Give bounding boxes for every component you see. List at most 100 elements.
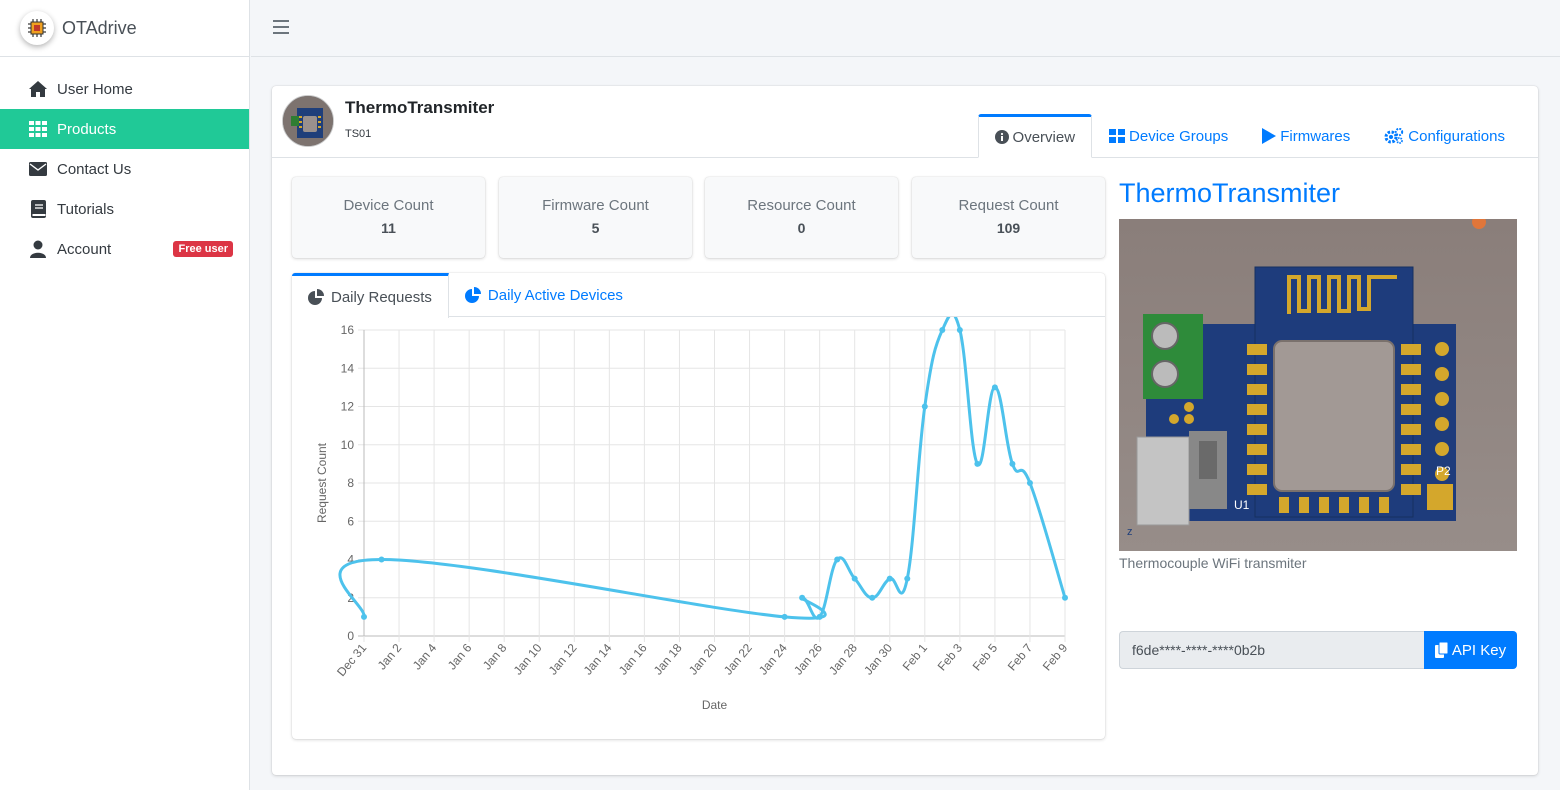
x-tick-label: Feb 9 [1040,641,1071,674]
tab-firmwares[interactable]: Firmwares [1245,114,1367,158]
api-key-button-label: API Key [1451,641,1507,659]
y-tick-label: 16 [341,323,355,337]
x-tick-label: Jan 4 [410,641,440,673]
cogs-icon [1384,128,1404,144]
product-tabs: Overview Device Groups Firmwares Configu… [977,114,1522,158]
data-point [781,613,788,620]
grid-icon [1109,129,1126,143]
sidebar-item-label: Account [57,240,112,258]
play-icon [1262,128,1277,144]
y-tick-label: 12 [341,400,355,414]
api-key-group: API Key [1119,631,1517,669]
sidebar-item-products[interactable]: Products [0,109,249,149]
product-title: ThermoTransmiter [345,98,495,117]
tab-daily-requests[interactable]: Daily Requests [292,273,449,318]
data-point [851,575,858,582]
tab-label: Firmwares [1280,127,1351,145]
pie-chart-icon [464,287,481,303]
sidebar-item-account[interactable]: Account Free user [0,229,249,269]
x-tick-label: Jan 8 [480,641,510,673]
sidebar-item-label: User Home [57,80,133,98]
data-point [939,327,946,333]
x-tick-label: Jan 6 [445,641,475,673]
x-tick-label: Feb 3 [935,641,966,674]
data-point [904,575,911,582]
x-tick-label: Feb 1 [900,641,931,674]
sidebar-item-contact-us[interactable]: Contact Us [0,149,249,189]
x-tick-label: Jan 12 [546,641,580,678]
x-tick-label: Jan 30 [861,641,895,678]
grid-icon [28,119,48,139]
chart-tabs: Daily Requests Daily Active Devices [292,273,1105,318]
y-tick-label: 4 [347,553,354,567]
tab-label: Device Groups [1129,127,1229,145]
api-key-button[interactable]: API Key [1424,631,1517,669]
board-label-p2: P2 [1436,464,1451,478]
x-tick-label: Jan 22 [721,641,755,678]
stat-firmware-count: Firmware Count 5 [499,177,692,258]
y-tick-label: 8 [347,476,354,490]
product-description: Thermocouple WiFi transmiter [1119,555,1307,571]
series-line [338,317,1067,620]
stat-label: Firmware Count [542,197,649,214]
tab-label: Daily Requests [331,288,432,306]
x-tick-label: Jan 10 [511,641,545,678]
data-point [974,460,981,467]
tab-daily-active-devices[interactable]: Daily Active Devices [449,273,639,317]
tab-configurations[interactable]: Configurations [1367,114,1522,158]
tab-label: Daily Active Devices [487,286,623,304]
stat-resource-count: Resource Count 0 [705,177,898,258]
stat-label: Device Count [343,197,434,214]
x-tick-label: Feb 5 [970,641,1001,674]
stat-value: 0 [797,220,806,236]
brand-name: OTAdrive [62,17,137,38]
y-tick-label: 14 [341,361,355,375]
tab-label: Overview [1012,128,1076,146]
data-point [991,384,998,391]
product-avatar [282,95,334,147]
sidebar-item-label: Contact Us [57,160,132,178]
x-tick-label: Jan 16 [616,641,650,678]
board-label-u1: U1 [1234,498,1250,512]
user-icon [28,239,48,259]
stat-value: 5 [591,220,600,236]
data-point [956,327,963,333]
board-label-z: z [1127,526,1133,538]
y-tick-label: 6 [347,514,354,528]
stat-value: 11 [381,220,396,236]
board-image: P2 U1 z [1119,219,1517,551]
sidebar-item-label: Products [57,120,117,138]
stat-device-count: Device Count 11 [292,177,485,258]
data-point [1009,460,1016,467]
x-tick-label: Feb 7 [1005,641,1036,674]
brand[interactable]: OTAdrive [0,0,249,57]
stat-label: Resource Count [747,197,856,214]
top-navbar [251,0,1560,57]
product-card: ThermoTransmiter TS01 Overview Device Gr… [272,86,1538,775]
pie-chart-icon [308,289,324,305]
x-tick-label: Jan 2 [375,641,405,673]
sidebar-item-user-home[interactable]: User Home [0,69,249,109]
y-axis-title: Request Count [315,442,329,523]
tab-device-groups[interactable]: Device Groups [1092,114,1245,158]
copy-icon [1434,642,1449,658]
book-icon [28,199,48,219]
sidebar-nav: User Home Products Contact Us Tutorials [0,69,249,269]
stat-request-count: Request Count 109 [912,177,1105,258]
x-axis-title: Date [702,698,728,712]
stat-value: 109 [996,220,1021,236]
data-point [1026,480,1033,486]
sidebar-item-tutorials[interactable]: Tutorials [0,189,249,229]
free-user-badge: Free user [173,241,233,257]
info-circle-icon [994,130,1009,144]
product-header: ThermoTransmiter TS01 Overview Device Gr… [272,86,1538,158]
data-point [799,594,806,601]
api-key-field[interactable] [1119,631,1424,669]
sidebar-item-label: Tutorials [57,200,114,218]
tab-overview[interactable]: Overview [977,114,1093,158]
y-tick-label: 10 [341,438,355,452]
data-point [886,575,893,582]
x-tick-label: Jan 24 [756,641,790,678]
menu-toggle-icon[interactable] [273,20,289,34]
